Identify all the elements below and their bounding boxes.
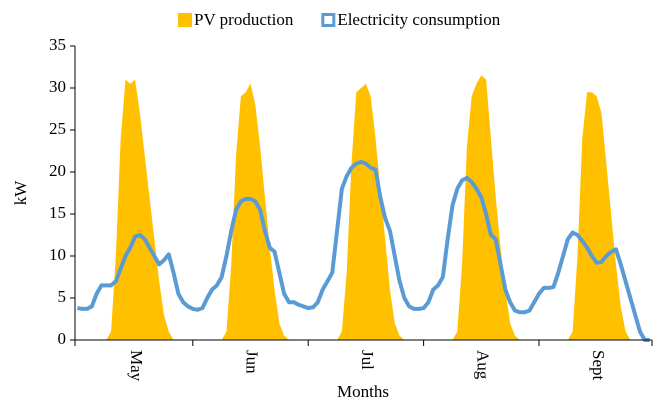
legend-swatch <box>321 13 336 27</box>
y-tick-label: 25 <box>49 119 66 138</box>
x-tick-label: Aug <box>473 350 492 380</box>
y-tick-label: 0 <box>58 329 67 348</box>
y-tick-label: 5 <box>58 287 67 306</box>
legend-label: PV production <box>194 10 294 29</box>
consumption-line <box>77 159 650 342</box>
x-tick-label: Sept <box>589 350 608 381</box>
pv-area <box>77 75 650 341</box>
x-axis-title: Months <box>337 382 389 401</box>
y-tick-label: 35 <box>49 35 66 54</box>
legend-swatch <box>178 13 192 27</box>
x-tick-label: May <box>127 350 146 382</box>
y-tick-label: 15 <box>49 203 66 222</box>
x-tick-label: Jul <box>358 350 377 370</box>
y-tick-label: 30 <box>49 77 66 96</box>
y-axis-title: kW <box>11 180 30 206</box>
x-tick-label: Jun <box>243 350 262 374</box>
legend-label: Electricity consumption <box>337 10 500 29</box>
y-tick-label: 10 <box>49 245 66 264</box>
y-tick-label: 20 <box>49 161 66 180</box>
